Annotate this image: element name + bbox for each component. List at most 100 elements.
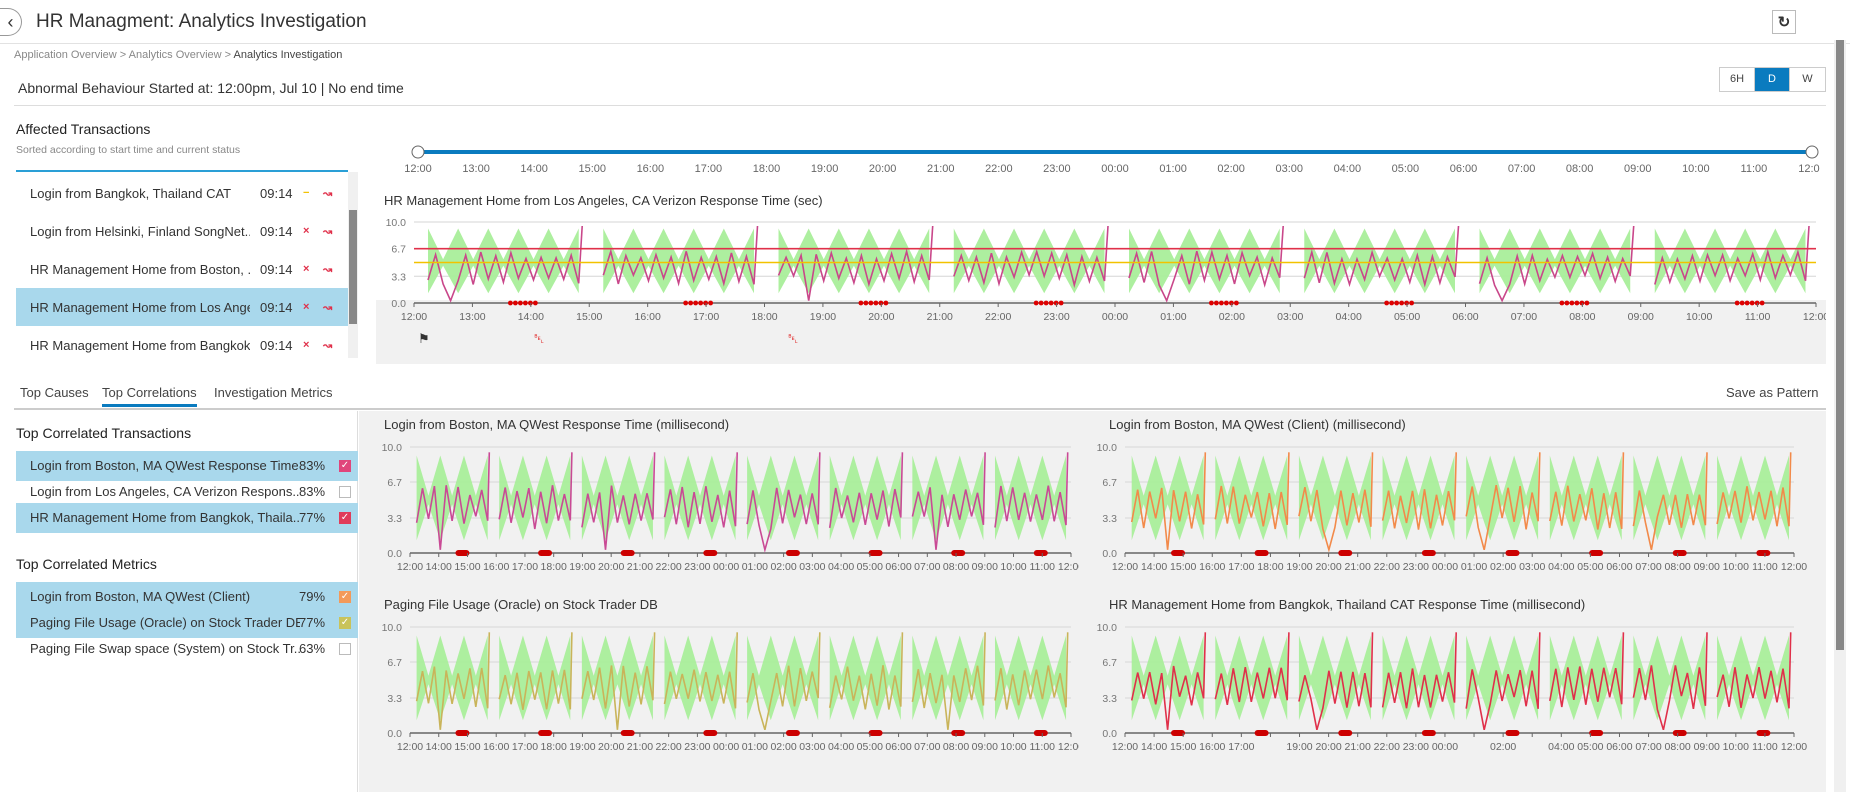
baseline-band xyxy=(664,455,736,541)
anomaly-marker xyxy=(1421,550,1436,556)
x-tick-label: 07:00 xyxy=(1635,561,1661,573)
critical-status-icon: × xyxy=(303,225,310,237)
correlation-row[interactable]: Login from Boston, MA QWest (Client) 79% ✓ xyxy=(16,582,358,612)
x-tick-label: 16:00 xyxy=(635,311,661,323)
x-tick-label: 16:00 xyxy=(483,741,509,753)
data-series-line xyxy=(1465,452,1541,551)
correlation-checkbox[interactable] xyxy=(339,643,351,655)
tab-top-correlations[interactable]: Top Correlations xyxy=(102,385,197,407)
main-response-time-chart: 10.06.73.30.012:00 13:00 14:00 15:00 16:00 17… xyxy=(376,217,1826,364)
x-tick-label: 17:00 xyxy=(1228,561,1254,573)
data-series-line xyxy=(746,632,821,731)
anomaly-marker xyxy=(1208,300,1214,306)
range-6h-button[interactable]: 6H xyxy=(1720,68,1755,91)
x-tick-label: 02:00 xyxy=(770,741,796,753)
anomaly-marker xyxy=(1756,730,1771,736)
affected-transaction-row[interactable]: HR Management Home from Boston, ... 09:14… xyxy=(16,250,348,288)
x-tick-label: 03:00 xyxy=(1277,311,1303,323)
timeline-tick-label: 17:00 xyxy=(695,163,723,175)
x-tick-label: 13:00 xyxy=(459,311,485,323)
timeline-tick-label: 00:00 xyxy=(1101,163,1129,175)
correlation-checkbox[interactable] xyxy=(339,486,351,498)
back-button[interactable]: ‹ xyxy=(0,8,22,36)
x-tick-label: 21:00 xyxy=(627,741,653,753)
correlation-checkbox[interactable]: ✓ xyxy=(339,617,351,629)
x-tick-label: 16:00 xyxy=(483,561,509,573)
x-tick-label: 03:00 xyxy=(1519,561,1545,573)
scrollbar-thumb[interactable] xyxy=(349,210,357,324)
anomaly-marker xyxy=(455,550,470,556)
baseline-band xyxy=(499,635,571,721)
correlation-row[interactable]: Paging File Swap space (System) on Stock… xyxy=(16,634,358,664)
x-tick-label: 12:00 xyxy=(1058,561,1079,573)
anomaly-marker xyxy=(538,550,553,556)
x-tick-label: 22:00 xyxy=(985,311,1011,323)
transaction-time: 09:14 xyxy=(260,185,293,201)
save-as-pattern-link[interactable]: Save as Pattern xyxy=(1726,385,1819,400)
timeline-slider[interactable]: 12:00 13:00 14:00 15:00 16:00 17:00 18:00 19:00… xyxy=(380,140,1820,180)
range-d-button[interactable]: D xyxy=(1755,68,1790,91)
critical-status-icon: × xyxy=(303,263,310,275)
range-w-button[interactable]: W xyxy=(1790,68,1825,91)
tab-top-causes[interactable]: Top Causes xyxy=(20,385,89,400)
baseline-band xyxy=(912,455,984,541)
baseline-band xyxy=(416,635,488,721)
x-tick-label: 23:00 xyxy=(1043,311,1069,323)
scrollbar-thumb[interactable] xyxy=(1836,40,1844,650)
x-tick-label: 04:00 xyxy=(828,561,854,573)
correlation-row[interactable]: HR Management Home from Bangkok, Thaila.… xyxy=(16,503,358,533)
anomaly-marker xyxy=(1734,300,1740,306)
x-tick-label: 15:00 xyxy=(576,311,602,323)
breadcrumb-item-application-overview[interactable]: Application Overview xyxy=(14,49,117,61)
anomaly-marker xyxy=(620,550,635,556)
data-series-line xyxy=(828,632,904,710)
correlation-checkbox[interactable]: ✓ xyxy=(339,591,351,603)
x-tick-label: 23:00 xyxy=(1403,741,1429,753)
tab-investigation-metrics[interactable]: Investigation Metrics xyxy=(214,385,333,400)
anomaly-marker xyxy=(1739,300,1745,306)
x-tick-label: 01:00 xyxy=(742,741,768,753)
x-tick-label: 20:00 xyxy=(1315,741,1341,753)
timeline-tick-label: 07:00 xyxy=(1508,163,1536,175)
x-tick-label: 22:00 xyxy=(656,561,682,573)
anomaly-marker xyxy=(507,300,513,306)
anomaly-marker xyxy=(1505,730,1520,736)
baseline-band xyxy=(994,635,1067,721)
data-series-line xyxy=(1214,632,1290,706)
anomaly-marker xyxy=(863,300,869,306)
affected-transaction-row[interactable]: Login from Helsinki, Finland SongNet... 0… xyxy=(16,212,348,250)
anomaly-marker xyxy=(858,300,864,306)
x-tick-label: 12:00 xyxy=(1781,741,1807,753)
timeline-tick-label: 09:00 xyxy=(1624,163,1652,175)
y-tick-label: 6.7 xyxy=(387,657,402,669)
x-tick-label: 22:00 xyxy=(656,741,682,753)
breadcrumb-item-analytics-overview[interactable]: Analytics Overview xyxy=(128,49,222,61)
x-tick-label: 03:00 xyxy=(799,741,825,753)
x-tick-label: 21:00 xyxy=(627,561,653,573)
data-series-line xyxy=(911,452,986,550)
anomaly-marker xyxy=(1744,300,1750,306)
timeline-tick-label: 06:00 xyxy=(1450,163,1478,175)
anomaly-marker xyxy=(868,550,883,556)
transactions-scrollbar[interactable] xyxy=(348,172,358,358)
correlation-row[interactable]: Login from Boston, MA QWest Response Tim… xyxy=(16,451,358,481)
correlation-checkbox[interactable]: ✓ xyxy=(339,460,351,472)
x-tick-label: 10:00 xyxy=(1686,311,1712,323)
affected-transaction-row[interactable]: HR Management Home from Los Ange... 09:14… xyxy=(16,288,348,326)
correlation-row[interactable]: Login from Los Angeles, CA Verizon Respo… xyxy=(16,477,358,507)
anomaly-marker xyxy=(1170,550,1185,556)
affected-transaction-row[interactable]: HR Management Home from Bangkok,... 09:14… xyxy=(16,326,348,360)
y-tick-label: 3.3 xyxy=(387,693,402,705)
page-scrollbar[interactable] xyxy=(1834,40,1846,792)
timeline-tick-label: 10:00 xyxy=(1682,163,1710,175)
data-series-line xyxy=(1381,632,1457,709)
correlation-percent: 77% xyxy=(299,510,326,525)
anomaly-marker xyxy=(1048,300,1054,306)
anomaly-marker xyxy=(1564,300,1570,306)
affected-transaction-row[interactable]: Login from Bangkok, Thailand CAT 09:14− ↝ xyxy=(16,174,348,212)
refresh-button[interactable]: ↻ xyxy=(1772,10,1796,34)
correlation-checkbox[interactable]: ✓ xyxy=(339,512,351,524)
x-tick-label: 04:00 xyxy=(828,741,854,753)
data-series-line xyxy=(828,452,904,529)
correlation-row[interactable]: Paging File Usage (Oracle) on Stock Trad… xyxy=(16,608,358,638)
